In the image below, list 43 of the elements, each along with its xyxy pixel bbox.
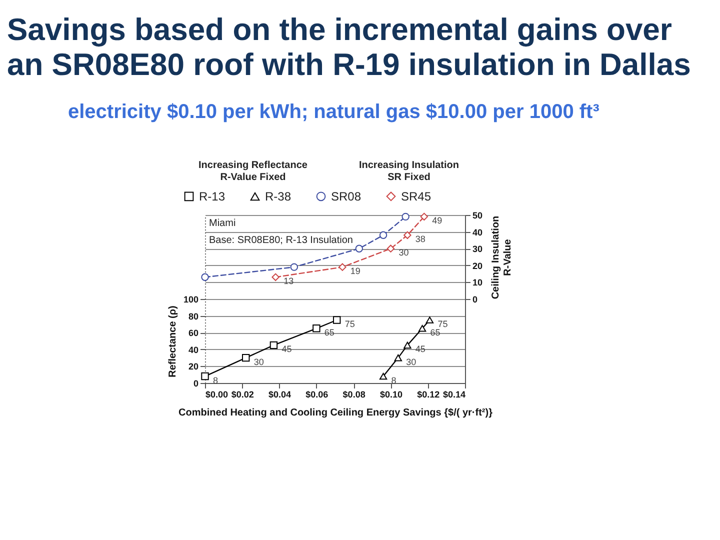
- legend-label: R-13: [199, 189, 226, 204]
- y-tick-label: 40: [188, 344, 198, 355]
- legend-label: SR45: [401, 189, 432, 204]
- data-label: 30: [398, 248, 409, 258]
- data-label: 75: [344, 319, 355, 329]
- chart-subtitle: electricity $0.10 per kWh; natural gas $10.00 per 1000 ft³: [68, 101, 600, 123]
- data-label: 38: [415, 234, 426, 244]
- y2-tick-label: 20: [472, 260, 483, 271]
- x-tick-label: $0.14: [442, 390, 466, 400]
- x-tick-label: $0.02: [231, 390, 254, 400]
- y-tick-label: 80: [188, 311, 198, 322]
- data-label: 19: [350, 266, 360, 276]
- data-label: 75: [438, 319, 448, 329]
- data-label: 49: [432, 216, 442, 226]
- legend-label: R-38: [265, 190, 292, 204]
- x-tick-label: $0.06: [306, 390, 328, 400]
- y2-tick-label: 30: [472, 244, 483, 254]
- data-label: 30: [406, 356, 416, 367]
- y2-tick-label: 10: [472, 278, 483, 288]
- y-tick-label: 20: [188, 362, 198, 372]
- data-label: 30: [254, 356, 264, 367]
- y-axis-title: Reflectance (ρ): [167, 306, 178, 378]
- text: Increasing Insulation SR Fixed: [358, 160, 460, 183]
- y-tick-label: 60: [188, 328, 198, 338]
- y2-tick-label: 50: [472, 210, 483, 220]
- data-label: 8: [213, 375, 218, 386]
- x-tick-label: $0.08: [342, 390, 366, 400]
- y2-tick-label: 40: [472, 227, 483, 238]
- data-label: 8: [391, 375, 396, 386]
- y2-tick-label: 0: [472, 294, 478, 304]
- x-tick-label: $0.10: [380, 390, 402, 400]
- text: Increasing Reflectance R-Value Fixed: [198, 160, 308, 183]
- x-tick-label: $0.04: [268, 390, 292, 400]
- y2-axis-title: Ceiling Insulation R-Value: [490, 216, 514, 300]
- y-tick-label: 100: [183, 294, 198, 304]
- x-tick-label: $0.12: [417, 390, 440, 400]
- chart-title: Savings based on the incremental gains over an SR08E80 roof with R-19 insulation in Dallas: [7, 12, 691, 82]
- x-tick-label: $0.00: [206, 390, 228, 400]
- legend-label: SR08: [331, 189, 362, 204]
- annotation: Base: SR08E80; R-13 Insulation: [209, 235, 353, 246]
- annotation: Miami: [209, 218, 236, 229]
- y-tick-label: 0: [193, 378, 198, 388]
- x-axis-title: Combined Heating and Cooling Ceiling Energy Savings {$/( yr·ft²)}: [178, 408, 493, 418]
